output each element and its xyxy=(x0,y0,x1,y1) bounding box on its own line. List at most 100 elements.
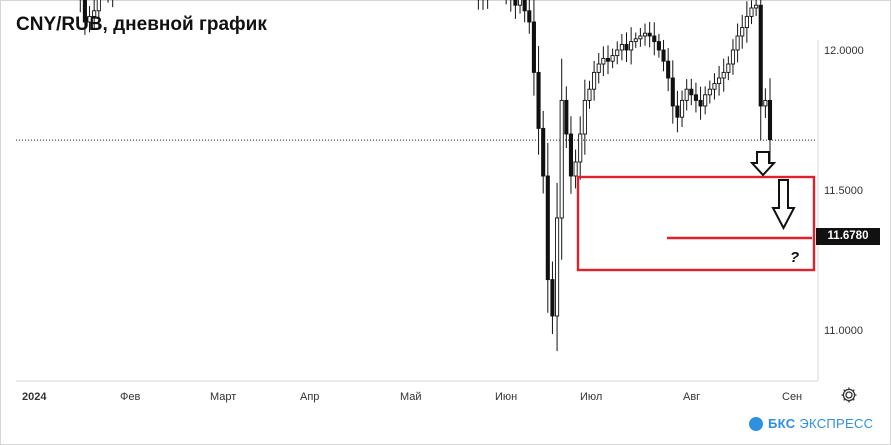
y-tick-label: 12.0000 xyxy=(824,45,864,57)
candle-body xyxy=(740,27,745,37)
question-mark: ? xyxy=(790,249,799,266)
candle-body xyxy=(550,279,555,317)
candle xyxy=(480,0,486,10)
candle xyxy=(564,86,569,148)
candle xyxy=(96,0,101,29)
candle xyxy=(78,0,83,13)
candle-body xyxy=(619,43,624,51)
candle xyxy=(87,6,92,33)
candle xyxy=(624,32,629,63)
candle xyxy=(112,0,114,8)
candle xyxy=(578,116,583,180)
candle-body xyxy=(661,49,666,62)
candle-body xyxy=(656,41,661,51)
candle xyxy=(735,23,740,63)
candle-body xyxy=(721,71,726,79)
candle xyxy=(758,0,763,141)
candle-body xyxy=(610,55,615,62)
candle-body xyxy=(726,63,731,73)
candle xyxy=(629,27,634,65)
candle xyxy=(754,0,759,16)
x-axis-ticks: 2024 Фев Март Апр Май Июн Июл Авг Сен xyxy=(22,391,802,403)
down-arrow-small-icon xyxy=(749,151,777,177)
candle-body xyxy=(605,57,611,62)
candle xyxy=(82,0,87,35)
candle-body xyxy=(638,35,643,40)
candle xyxy=(541,110,546,194)
candle xyxy=(666,48,671,92)
candle xyxy=(476,0,481,10)
candle xyxy=(587,80,592,109)
x-tick-label: Фев xyxy=(120,391,140,403)
candle-body xyxy=(592,71,597,90)
y-tick-label: 11.5000 xyxy=(824,185,863,197)
candle-body xyxy=(652,35,657,43)
candle-body xyxy=(545,175,550,281)
candle xyxy=(559,58,564,260)
candle xyxy=(592,60,597,101)
candle xyxy=(721,58,726,92)
candle xyxy=(652,22,657,56)
candle-body xyxy=(522,0,527,12)
candle-body xyxy=(527,10,532,23)
candle xyxy=(661,39,666,72)
candle xyxy=(92,0,97,29)
candle-body xyxy=(601,57,606,65)
candle xyxy=(601,46,606,77)
gear-icon[interactable] xyxy=(840,386,858,404)
candle xyxy=(573,149,578,189)
x-tick-label: Июл xyxy=(580,391,602,403)
candle xyxy=(712,73,717,100)
candle-body xyxy=(684,88,689,101)
candle xyxy=(107,0,109,3)
x-tick-label: Апр xyxy=(300,391,319,403)
brand-logo: БКС ЭКСПРЕСС xyxy=(749,416,873,431)
candle-body xyxy=(578,133,583,163)
candle xyxy=(638,28,643,47)
x-tick-label: Сен xyxy=(782,391,802,403)
x-tick-label: Июн xyxy=(495,391,517,403)
candle-body xyxy=(693,94,698,101)
candle-body xyxy=(536,71,541,129)
candle-body xyxy=(666,60,671,79)
candle xyxy=(670,60,675,124)
candle xyxy=(517,0,523,14)
candle-body xyxy=(712,83,717,90)
x-tick-label: Май xyxy=(400,391,422,403)
candle xyxy=(693,82,698,113)
candle xyxy=(555,182,560,352)
candle-body xyxy=(698,99,703,107)
candle-body xyxy=(707,88,712,96)
candle-body xyxy=(596,63,601,73)
candle-body xyxy=(555,217,560,317)
candle xyxy=(680,90,685,127)
candle xyxy=(596,52,601,84)
candle xyxy=(656,33,661,58)
candle xyxy=(675,90,680,133)
candle-body xyxy=(647,32,652,37)
candle xyxy=(684,79,689,111)
candle-body xyxy=(568,133,574,177)
candle-body xyxy=(749,7,754,17)
candle xyxy=(740,14,745,49)
candle xyxy=(508,0,513,12)
candle-body xyxy=(730,49,736,65)
candle-body xyxy=(531,21,536,73)
candle xyxy=(698,86,703,120)
x-tick-label: 2024 xyxy=(22,391,47,403)
candle xyxy=(619,34,624,61)
candle-body xyxy=(680,99,685,118)
candle-body xyxy=(92,10,97,17)
candle xyxy=(707,80,712,104)
candle-body xyxy=(624,43,629,51)
y-tick-label: 11.0000 xyxy=(824,325,863,337)
page-title: CNY/RUB, дневной график xyxy=(16,14,267,35)
candle-body xyxy=(559,99,564,219)
bcs-logo-icon xyxy=(749,416,763,431)
candle xyxy=(689,78,694,106)
candle xyxy=(749,0,754,25)
candle xyxy=(642,23,648,46)
candle-body xyxy=(82,0,87,23)
